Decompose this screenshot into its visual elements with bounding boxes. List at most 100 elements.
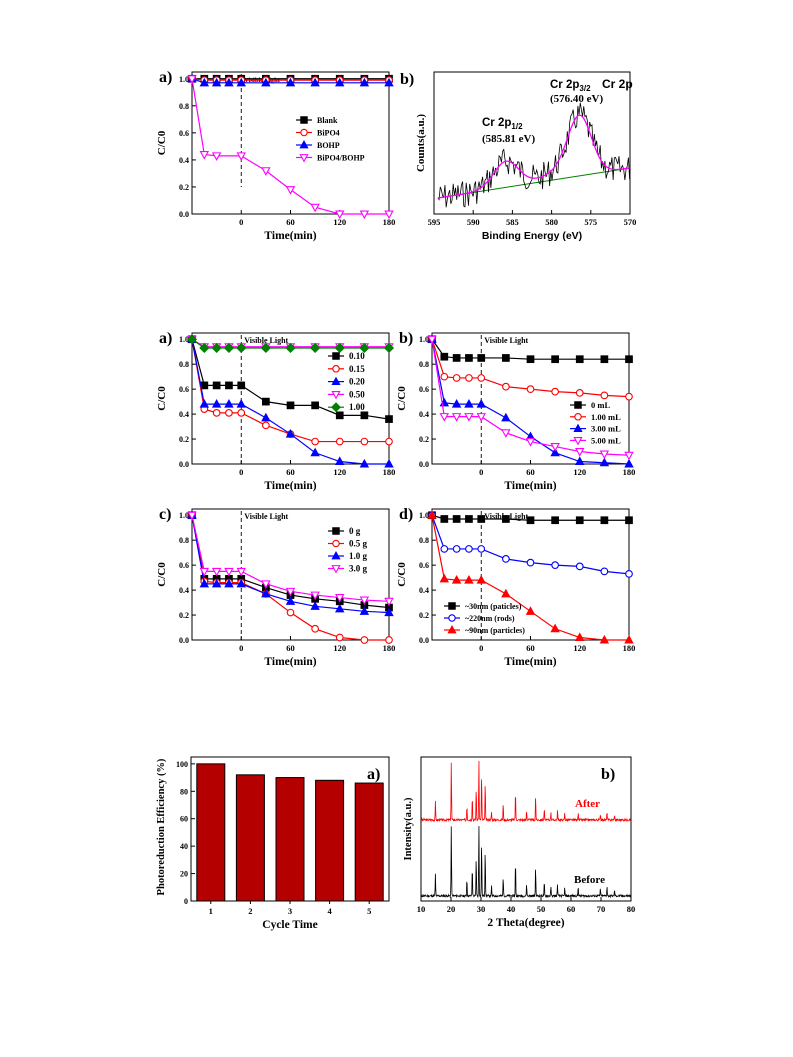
data-point	[451, 399, 462, 408]
x-tick-label: 0	[239, 217, 243, 227]
data-point	[261, 588, 271, 598]
y-tick-label: 60	[180, 815, 188, 824]
y-tick-label: 0.4	[419, 410, 429, 419]
x-tick-label: 0	[239, 467, 243, 477]
data-point	[452, 545, 461, 553]
legend-marker	[331, 376, 341, 386]
y-tick-label: 1.0	[419, 335, 429, 344]
data-point	[236, 567, 246, 577]
data-point	[334, 342, 345, 354]
y-tick-label: 0	[184, 897, 188, 906]
chart-panel-xrd: 10 20 30 40 50 60 70 80 After Before 2 Theta(degre…	[403, 756, 635, 929]
data-point	[236, 578, 246, 588]
data-point	[225, 381, 233, 390]
data-point	[477, 515, 486, 523]
legend-marker	[448, 614, 456, 622]
data-point	[599, 634, 610, 644]
legend-label: ~220nm (rods)	[465, 614, 515, 623]
data-point	[575, 355, 584, 364]
legend-label: ~30nm (paticles)	[465, 602, 522, 611]
data-point	[335, 456, 345, 466]
data-point	[476, 399, 486, 408]
data-point	[477, 374, 486, 382]
data-point	[427, 335, 437, 345]
data-point	[624, 458, 634, 468]
legend-marker	[574, 401, 582, 409]
y-axis-label: Photoreduction Efficiency (%)	[156, 758, 167, 895]
legend-marker	[299, 154, 309, 163]
panel-label: a)	[159, 330, 172, 347]
data-point	[550, 443, 560, 452]
y-tick-label: 0.2	[179, 435, 189, 444]
legend-label: 0.50	[349, 389, 365, 399]
data-point	[286, 608, 295, 617]
data-point	[199, 399, 210, 408]
subscript: 3/2	[579, 84, 591, 93]
data-point	[237, 408, 246, 417]
data-point	[360, 636, 369, 644]
data-point	[526, 558, 535, 567]
data-point	[625, 516, 633, 525]
data-point	[261, 580, 271, 589]
legend-marker	[331, 390, 341, 400]
legend-marker	[299, 140, 309, 149]
data-point	[212, 381, 221, 390]
x-tick-label: 120	[333, 217, 346, 227]
data-point	[262, 397, 270, 406]
data-point	[575, 448, 585, 457]
y-tick-label: 0.0	[179, 636, 189, 645]
data-point	[525, 606, 536, 615]
data-point	[575, 562, 584, 571]
annotation-cr2p: Cr 2p	[602, 77, 633, 91]
y-tick-label: 40	[180, 842, 188, 851]
data-point	[335, 210, 345, 220]
data-point	[575, 632, 585, 642]
data-point	[526, 385, 535, 393]
y-tick-label: 0.8	[179, 102, 189, 111]
data-point	[335, 437, 344, 446]
x-tick-label: 180	[623, 467, 636, 477]
bar	[315, 779, 345, 902]
y-tick-label: 0.6	[179, 129, 189, 138]
data-point	[199, 578, 210, 588]
bar	[275, 777, 305, 902]
data-point	[187, 511, 197, 521]
data-point	[225, 408, 233, 417]
data-point	[285, 428, 296, 438]
data-point	[223, 342, 235, 354]
y-axis-label: C/C0	[156, 130, 168, 155]
data-point	[310, 342, 321, 354]
y-axis-label: C/C0	[156, 562, 168, 587]
data-point	[440, 352, 449, 361]
legend-marker	[300, 128, 308, 137]
legend-marker	[331, 402, 341, 413]
data-point	[311, 437, 319, 446]
data-point	[624, 634, 634, 644]
x-axis-label: Time(min)	[264, 656, 316, 668]
y-tick-label: 0.0	[179, 210, 189, 219]
x-tick-label: 4	[327, 906, 332, 916]
y-tick-label: 1.0	[179, 511, 189, 520]
data-point	[551, 561, 559, 569]
panel-label: a)	[367, 766, 380, 783]
data-point	[526, 516, 535, 525]
data-point	[625, 392, 633, 401]
data-point	[501, 429, 511, 438]
xrd-after-pattern	[420, 760, 631, 823]
data-point	[451, 575, 462, 584]
x-tick-label: 180	[383, 643, 396, 653]
legend-marker	[448, 602, 456, 610]
xrd-before-pattern	[420, 826, 632, 899]
panel-label: b)	[400, 71, 414, 88]
data-point	[335, 633, 344, 642]
data-point	[211, 342, 222, 354]
y-tick-label: 20	[180, 870, 188, 879]
x-axis-label: Time(min)	[264, 230, 316, 242]
x-tick-label: 585	[506, 217, 519, 227]
data-point	[199, 342, 210, 354]
data-point	[551, 355, 559, 364]
legend: 0 mL 1.00 mL 3.00 mL5.00 mL	[570, 400, 621, 445]
data-point	[211, 578, 222, 588]
data-point	[525, 438, 536, 447]
data-point	[199, 77, 210, 87]
